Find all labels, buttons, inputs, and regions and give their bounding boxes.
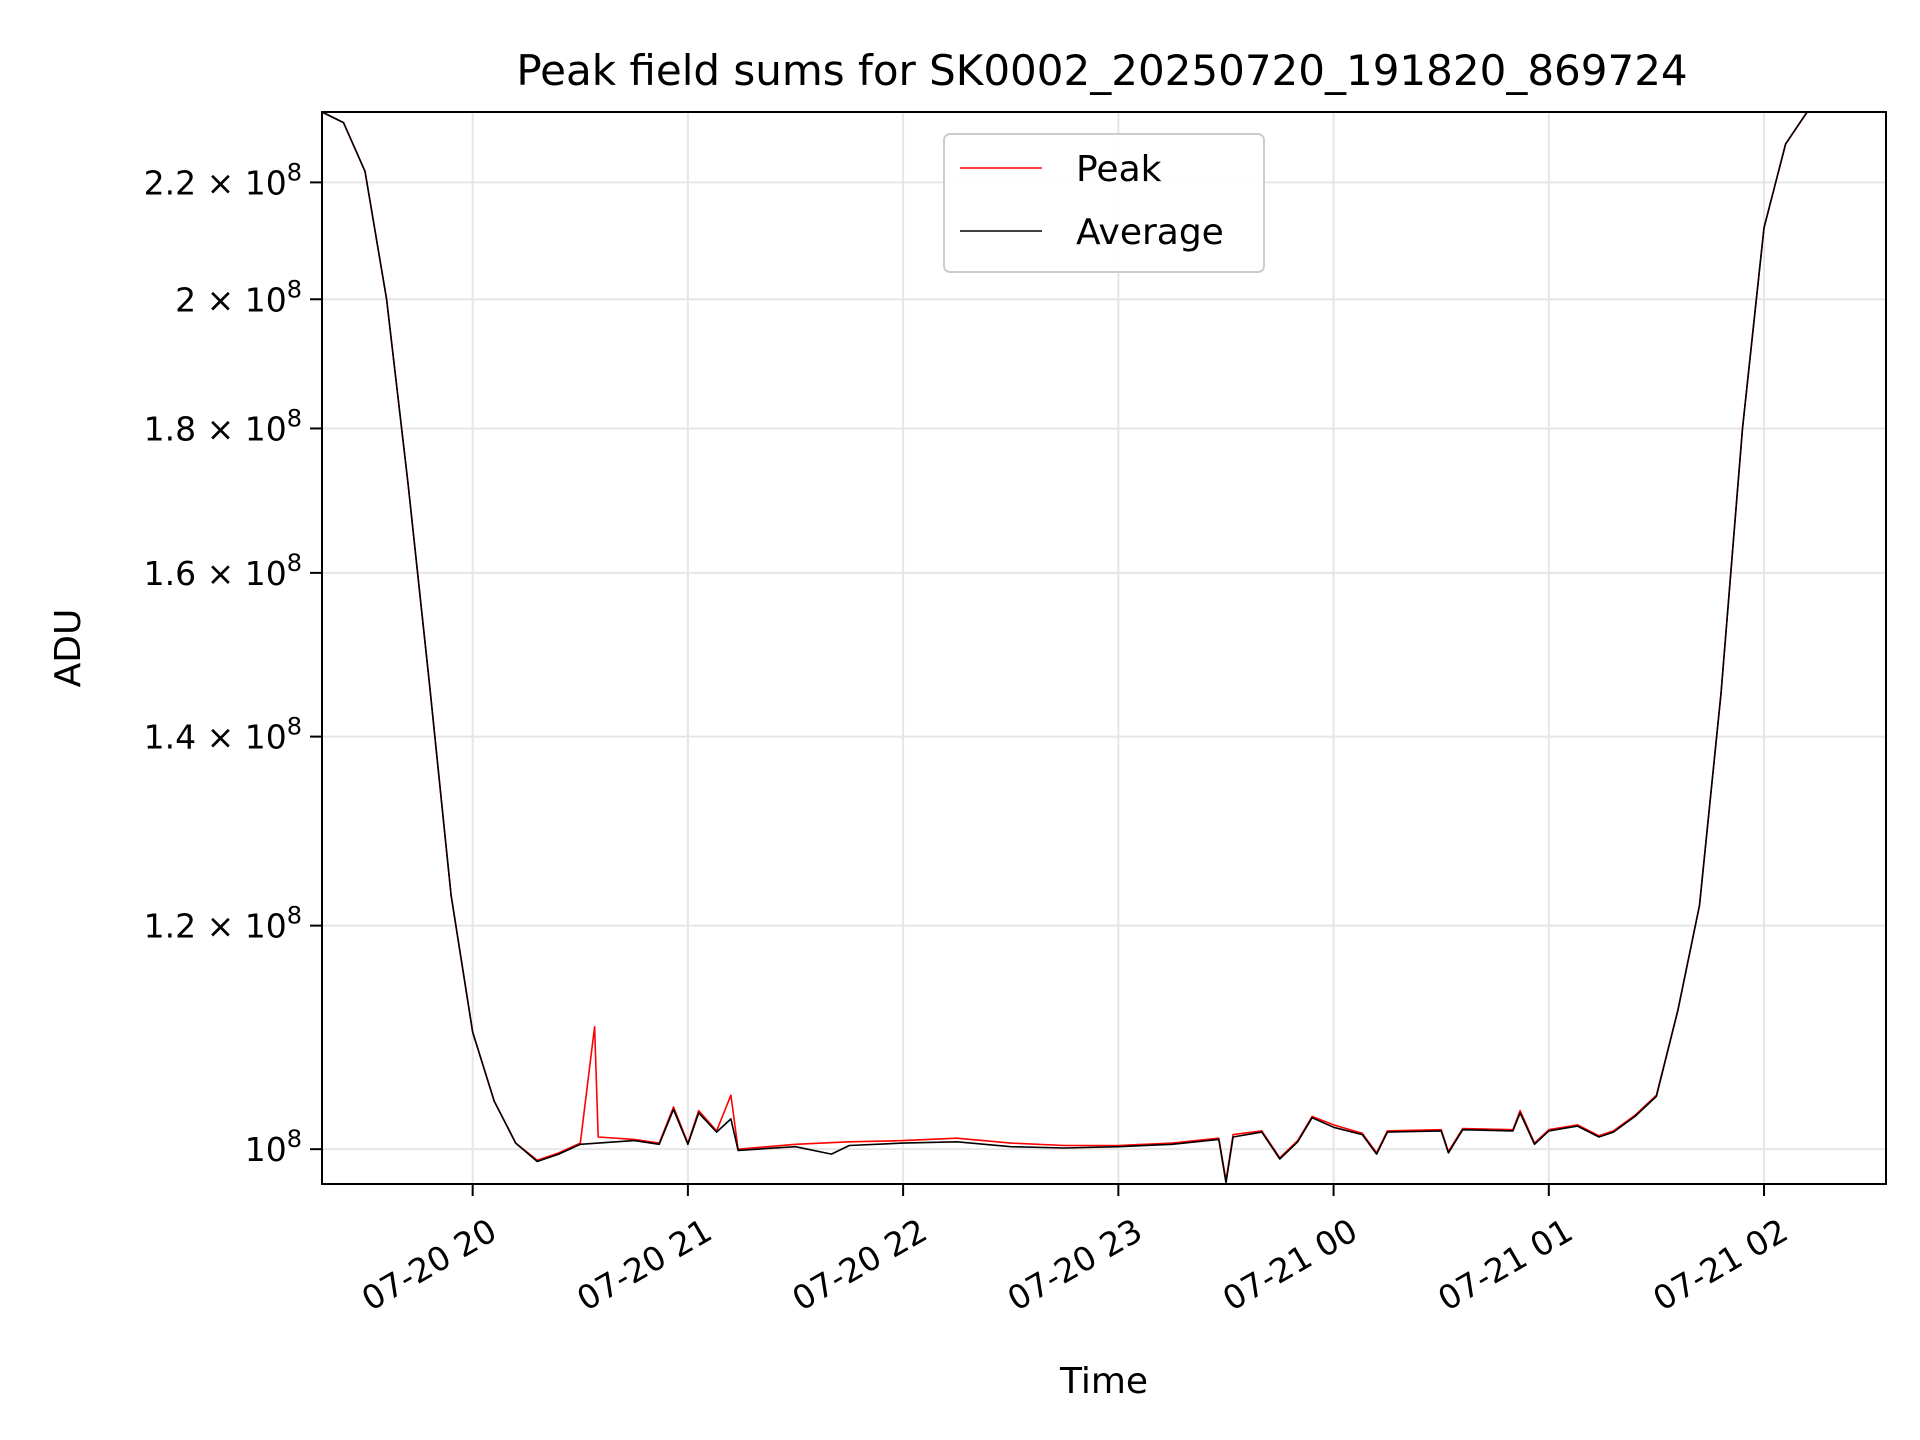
series-line-average	[321, 111, 1886, 1184]
legend-label-peak: Peak	[1076, 149, 1162, 190]
y-tick-label: 2.2 × 108	[144, 158, 302, 202]
legend: Peak Average	[943, 133, 1265, 273]
y-tick-label: 1.6 × 108	[144, 549, 302, 593]
y-tick-label: 1.8 × 108	[144, 404, 302, 448]
y-tick-label: 2 × 108	[175, 275, 302, 319]
y-tick-label: 1.2 × 108	[144, 902, 302, 946]
plot-frame	[321, 111, 1887, 1185]
series-line-peak	[321, 111, 1886, 1181]
chart-title: Peak field sums for SK0002_20250720_1918…	[516, 46, 1687, 95]
legend-label-average: Average	[1076, 212, 1224, 253]
y-axis-label: ADU	[48, 609, 89, 688]
y-tick-label: 1.4 × 108	[144, 713, 302, 757]
series-layer	[321, 111, 1886, 1184]
y-ticks: 108 1.2 × 108 1.4 × 108 1.6 × 108 1.8 × 108 2…	[144, 158, 322, 1169]
y-tick-label: 108	[245, 1125, 302, 1169]
x-axis-label: Time	[1059, 1361, 1148, 1402]
